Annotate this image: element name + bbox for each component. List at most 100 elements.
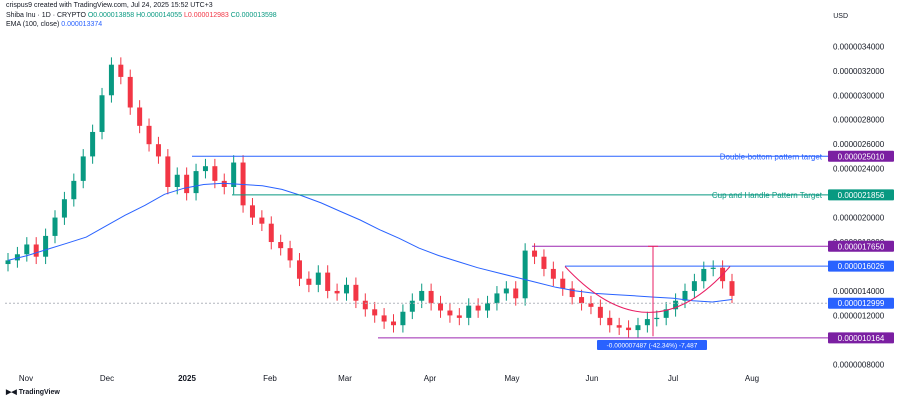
brand-text: TradingView — [18, 389, 60, 396]
price-label-bg — [828, 297, 894, 309]
candle-body — [202, 166, 208, 172]
y-tick-label: 0.0000012000 — [833, 311, 885, 320]
symbol-legend: Shiba Inu · 1D · CRYPTO O0.000013858 H0.… — [6, 12, 277, 19]
candle-body — [249, 205, 255, 218]
candle-body — [174, 174, 180, 187]
candle-body — [626, 327, 632, 331]
candle-body — [231, 162, 237, 187]
y-tick-label: 0.0000028000 — [833, 116, 885, 125]
price-label: 0.000012999 — [838, 299, 885, 308]
candle-body — [532, 250, 538, 257]
candle-body — [343, 284, 349, 294]
price-label-bg — [828, 240, 894, 252]
candle-body — [165, 156, 171, 187]
candle-body — [155, 144, 161, 157]
candle-body — [635, 325, 641, 331]
candle-body — [372, 309, 378, 316]
candle-body — [597, 306, 603, 318]
candle-body — [296, 260, 302, 279]
candle-body — [701, 268, 707, 282]
candle-body — [325, 272, 331, 291]
candle-body — [118, 64, 124, 77]
candle-body — [503, 288, 509, 294]
candle-body — [447, 310, 453, 316]
cup-curve — [564, 266, 731, 313]
x-tick-label: Nov — [19, 374, 33, 383]
candle-body — [278, 242, 284, 249]
x-tick-label: May — [504, 374, 519, 383]
currency-label: USD — [833, 13, 848, 20]
price-label-bg — [828, 260, 894, 272]
y-tick-label: 0.0000014000 — [833, 287, 885, 296]
candle-body — [80, 156, 86, 181]
price-label: 0.000017650 — [838, 242, 885, 251]
y-tick-label: 0.0000020000 — [833, 214, 885, 223]
candle-body — [522, 250, 528, 299]
ema-value: 0.000013374 — [61, 21, 103, 28]
candle-body — [259, 217, 265, 224]
candle-body — [456, 315, 462, 318]
y-tick-label: 0.0000008000 — [833, 360, 885, 369]
candle-body — [513, 288, 519, 299]
candle-body — [108, 64, 114, 96]
close-value: C0.000013598 — [230, 12, 277, 19]
candle-body — [438, 303, 444, 311]
y-tick-label: 0.0000034000 — [833, 42, 885, 51]
price-label-bg — [828, 332, 894, 344]
price-label: 0.000010164 — [838, 334, 885, 343]
candle-body — [90, 131, 96, 157]
candle-body — [212, 166, 218, 181]
y-tick-label: 0.0000024000 — [833, 165, 885, 174]
candle-body — [729, 281, 735, 296]
candle-body — [485, 303, 491, 311]
candle-body — [306, 278, 312, 285]
x-tick-label: Mar — [338, 374, 352, 383]
price-label-bg — [828, 150, 894, 162]
candle-body — [428, 290, 434, 304]
candle-body — [334, 290, 340, 294]
candle-body — [193, 171, 199, 194]
candle-body — [5, 260, 11, 265]
candle-body — [466, 305, 472, 318]
candle-body — [61, 199, 67, 218]
candle-body — [381, 315, 387, 322]
candle-body — [221, 180, 227, 187]
creator-line: crispus9 created with TradingView.com, J… — [6, 2, 213, 9]
candle-body — [391, 321, 397, 326]
candle-body — [71, 180, 77, 200]
candle-body — [184, 174, 190, 194]
price-label-bg — [828, 189, 894, 201]
x-tick-label: Dec — [100, 374, 114, 383]
candle-body — [353, 284, 359, 301]
ema-legend: EMA (100, close) 0.000013374 — [6, 21, 102, 28]
price-label: 0.000016026 — [838, 262, 885, 271]
candle-body — [268, 223, 274, 243]
candle-body — [560, 278, 566, 289]
measure-label-bg — [597, 339, 707, 350]
candle-body — [315, 272, 321, 285]
open-value: O0.000013858 — [87, 12, 135, 19]
candle-body — [579, 297, 585, 304]
y-tick-label: 0.0000032000 — [833, 67, 885, 76]
candle-body — [682, 290, 688, 301]
candle-body — [607, 317, 613, 326]
candle-body — [588, 303, 594, 307]
candle-body — [409, 300, 415, 312]
candle-body — [137, 107, 143, 126]
candle-body — [673, 300, 679, 310]
candle-body — [569, 288, 575, 298]
y-tick-label: 0.0000030000 — [833, 91, 885, 100]
candle-body — [52, 217, 58, 236]
candle-body — [146, 125, 152, 145]
candle-body — [24, 244, 30, 255]
candle-body — [654, 317, 660, 320]
candle-body — [127, 76, 133, 108]
pattern-annotation: Cup and Handle Pattern Target — [712, 191, 823, 200]
candle-body — [550, 268, 556, 279]
ema-line — [7, 182, 733, 303]
candle-body — [33, 244, 39, 257]
candle-body — [710, 267, 716, 269]
candle-body — [616, 325, 622, 328]
x-tick-label: 2025 — [178, 374, 196, 383]
